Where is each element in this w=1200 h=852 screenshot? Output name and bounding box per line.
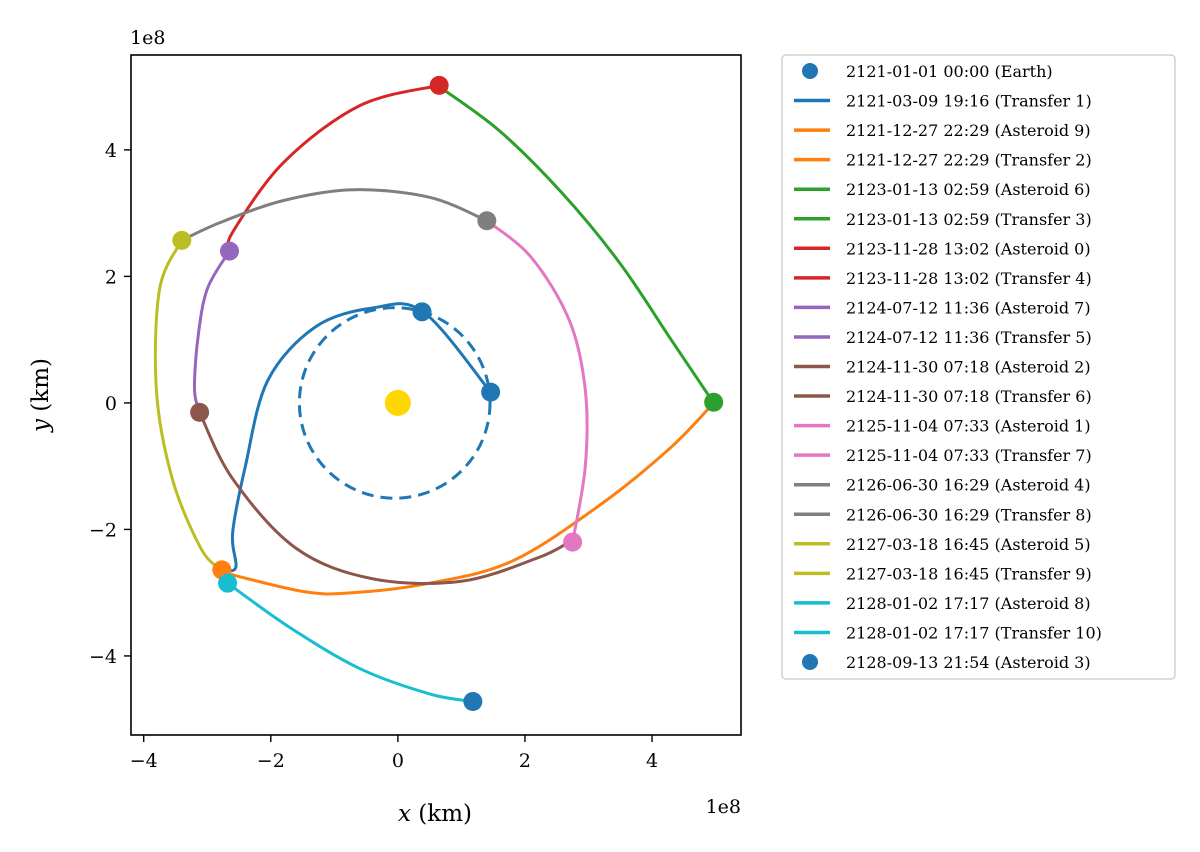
legend-item: 2124-07-12 11:36 (Asteroid 7) xyxy=(794,298,1091,317)
x-tick-label: 4 xyxy=(646,750,658,772)
trajectory-transfer-4 xyxy=(226,83,441,253)
legend-item: 2121-03-09 19:16 (Transfer 1) xyxy=(794,92,1092,111)
legend-item: 2126-06-30 16:29 (Transfer 8) xyxy=(794,505,1092,524)
y-tick-label: 0 xyxy=(105,393,117,415)
legend-item: 2123-11-28 13:02 (Asteroid 0) xyxy=(794,239,1091,258)
legend-item: 2125-11-04 07:33 (Asteroid 1) xyxy=(794,417,1091,436)
legend-label: 2128-01-02 17:17 (Asteroid 8) xyxy=(846,594,1091,613)
legend-label: 2128-09-13 21:54 (Asteroid 3) xyxy=(846,653,1091,672)
legend-label: 2126-06-30 16:29 (Asteroid 4) xyxy=(846,476,1091,495)
x-axis-label-unit: (km) xyxy=(411,801,472,827)
plot-frame xyxy=(130,54,742,736)
legend-item: 2124-11-30 07:18 (Asteroid 2) xyxy=(794,358,1091,377)
marker-asteroid-3 xyxy=(463,691,483,711)
trajectory-transfer-6 xyxy=(198,410,571,585)
legend-label: 2121-03-09 19:16 (Transfer 1) xyxy=(846,92,1092,111)
sun-marker xyxy=(384,389,411,416)
marker-asteroid-5 xyxy=(172,230,192,250)
legend-item: 2125-11-04 07:33 (Transfer 7) xyxy=(794,446,1092,465)
legend-item: 2123-01-13 02:59 (Transfer 3) xyxy=(794,210,1092,229)
legend-item: 2127-03-18 16:45 (Transfer 9) xyxy=(794,564,1092,583)
legend-label: 2123-11-28 13:02 (Transfer 4) xyxy=(846,269,1092,288)
legend-frame xyxy=(781,54,1176,680)
trajectory-transfer-9 xyxy=(153,238,223,572)
y-tick-label: 2 xyxy=(105,266,117,288)
y-offset-label: 1e8 xyxy=(130,27,165,49)
legend-label: 2124-07-12 11:36 (Asteroid 7) xyxy=(846,298,1091,317)
legend-label: 2121-12-27 22:29 (Transfer 2) xyxy=(846,151,1092,170)
trajectory-transfer-8 xyxy=(180,188,489,242)
legend-label: 2123-11-28 13:02 (Asteroid 0) xyxy=(846,239,1091,258)
marker-asteroid-8 xyxy=(218,573,238,593)
legend-label: 2126-06-30 16:29 (Transfer 8) xyxy=(846,505,1092,524)
earth-orbit xyxy=(297,306,492,500)
legend-label: 2124-11-30 07:18 (Asteroid 2) xyxy=(846,358,1091,377)
legend-label: 2124-11-30 07:18 (Transfer 6) xyxy=(846,387,1092,406)
x-tick-label: −4 xyxy=(130,750,158,772)
legend-label: 2127-03-18 16:45 (Asteroid 5) xyxy=(846,535,1091,554)
y-axis-label-var: y xyxy=(28,418,54,433)
y-tick-label: 4 xyxy=(105,140,117,162)
legend-item: 2126-06-30 16:29 (Asteroid 4) xyxy=(794,476,1091,495)
legend-item: 2127-03-18 16:45 (Asteroid 5) xyxy=(794,535,1091,554)
y-tick-label: −4 xyxy=(89,646,117,668)
legend-item: 2121-12-27 22:29 (Transfer 2) xyxy=(794,151,1092,170)
y-tick-label: −2 xyxy=(89,519,117,541)
x-axis-label-var: x xyxy=(398,801,411,827)
legend-item: 2128-01-02 17:17 (Asteroid 8) xyxy=(794,594,1091,613)
x-tick-label: 2 xyxy=(519,750,531,772)
legend-dot-marker xyxy=(802,654,818,670)
x-axis-label: x (km) xyxy=(398,801,472,827)
marker-asteroid-0 xyxy=(429,75,449,95)
legend-item: 2123-01-13 02:59 (Asteroid 6) xyxy=(794,180,1091,199)
trajectory-transfer-2 xyxy=(212,401,716,596)
marker-asteroid-4 xyxy=(477,211,497,231)
legend-item: 2124-11-30 07:18 (Transfer 6) xyxy=(794,387,1092,406)
marker-asteroid-7 xyxy=(219,241,239,261)
trajectory-transfer-5 xyxy=(192,249,231,414)
legend-label: 2127-03-18 16:45 (Transfer 9) xyxy=(846,564,1092,583)
legend-label: 2125-11-04 07:33 (Transfer 7) xyxy=(846,446,1092,465)
legend-label: 2124-07-12 11:36 (Transfer 5) xyxy=(846,328,1092,347)
x-offset-label: 1e8 xyxy=(706,796,741,818)
legend-label: 2123-01-13 02:59 (Transfer 3) xyxy=(846,210,1092,229)
legend-item: 2121-12-27 22:29 (Asteroid 9) xyxy=(794,121,1091,140)
legend-item: 2121-01-01 00:00 (Earth) xyxy=(802,62,1053,81)
legend-item: 2124-07-12 11:36 (Transfer 5) xyxy=(794,328,1092,347)
x-tick-label: 0 xyxy=(392,750,404,772)
legend: 2121-01-01 00:00 (Earth) 2121-03-09 19:16… xyxy=(781,54,1176,680)
y-axis-label: y (km) xyxy=(28,358,54,433)
legend-dot-marker xyxy=(802,63,818,79)
plot-content xyxy=(153,75,724,711)
trajectory-transfer-10 xyxy=(226,581,475,703)
x-tick-label: −2 xyxy=(257,750,285,772)
marker-asteroid-1 xyxy=(563,532,583,552)
legend-label: 2121-12-27 22:29 (Asteroid 9) xyxy=(846,121,1091,140)
axis-ticks: −4 −2 0 2 4 −4 −2 0 2 4 xyxy=(89,140,658,772)
legend-label: 2123-01-13 02:59 (Asteroid 6) xyxy=(846,180,1091,199)
trajectory-transfer-3 xyxy=(437,85,716,405)
marker-asteroid-2 xyxy=(190,402,210,422)
legend-label: 2121-01-01 00:00 (Earth) xyxy=(846,62,1053,81)
marker-asteroid-6 xyxy=(704,392,724,412)
marker-earth xyxy=(481,382,501,402)
y-axis-label-unit: (km) xyxy=(28,358,54,419)
legend-label: 2125-11-04 07:33 (Asteroid 1) xyxy=(846,417,1091,436)
trajectory-transfer-7 xyxy=(485,219,589,544)
legend-item: 2128-01-02 17:17 (Transfer 10) xyxy=(794,623,1102,642)
legend-item: 2123-11-28 13:02 (Transfer 4) xyxy=(794,269,1092,288)
legend-label: 2128-01-02 17:17 (Transfer 10) xyxy=(846,623,1102,642)
marker-earth-orbit-point xyxy=(412,302,432,322)
legend-item: 2128-09-13 21:54 (Asteroid 3) xyxy=(802,653,1091,672)
